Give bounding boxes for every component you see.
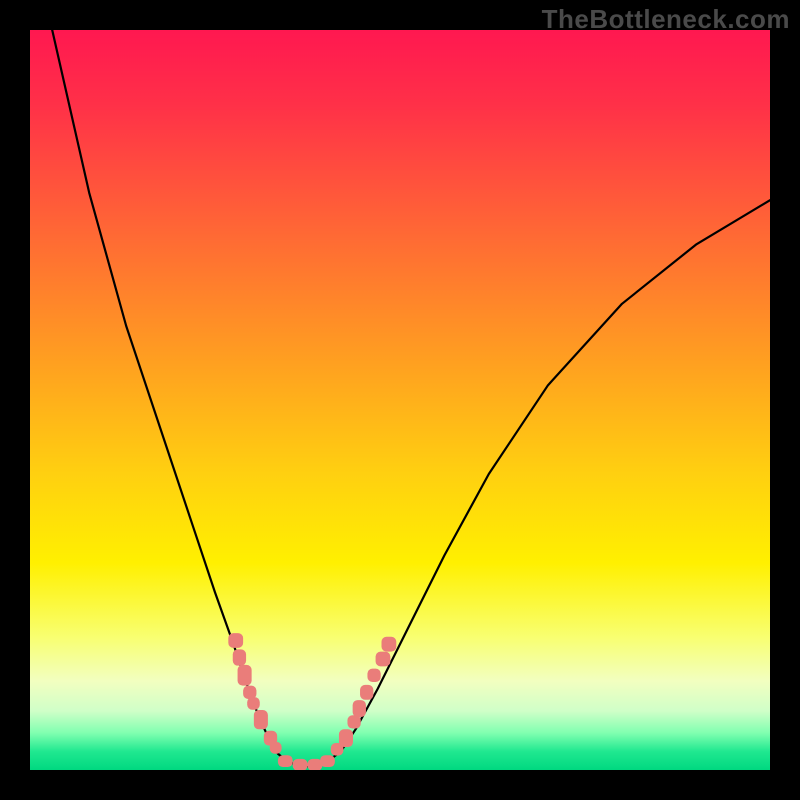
data-marker (339, 729, 353, 747)
data-marker (228, 633, 243, 648)
data-marker (293, 759, 308, 771)
data-marker (243, 686, 256, 699)
data-marker (270, 742, 282, 754)
data-marker (376, 652, 391, 667)
data-marker (347, 715, 360, 728)
plot-gradient-background (30, 30, 770, 770)
data-marker (233, 649, 246, 665)
data-marker (360, 685, 373, 700)
data-marker (367, 669, 380, 682)
data-marker (278, 755, 293, 767)
bottleneck-chart (0, 0, 800, 800)
watermark-text: TheBottleneck.com (542, 4, 790, 35)
data-marker (382, 637, 397, 652)
data-marker (254, 710, 268, 729)
data-marker (238, 665, 252, 686)
data-marker (353, 700, 366, 717)
data-marker (320, 755, 335, 767)
chart-container: TheBottleneck.com (0, 0, 800, 800)
data-marker (247, 697, 260, 710)
